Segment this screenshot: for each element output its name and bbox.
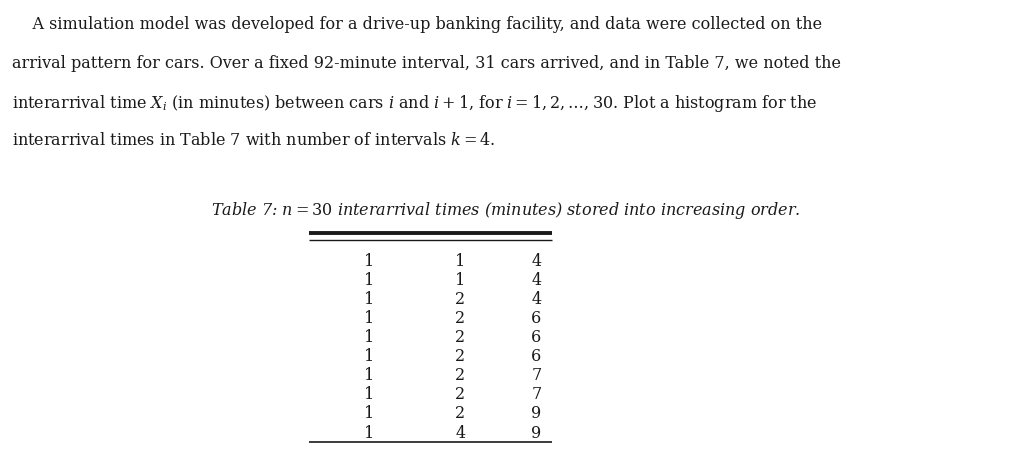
Text: 1: 1 <box>364 425 374 441</box>
Text: Table 7: $n = 30$ interarrival times (minutes) stored into increasing order.: Table 7: $n = 30$ interarrival times (mi… <box>211 200 800 221</box>
Text: 1: 1 <box>364 405 374 422</box>
Text: 1: 1 <box>364 253 374 269</box>
Text: 1: 1 <box>364 348 374 365</box>
Text: 4: 4 <box>531 253 541 269</box>
Text: 7: 7 <box>531 367 541 384</box>
Text: 9: 9 <box>531 405 541 422</box>
Text: 1: 1 <box>364 386 374 403</box>
Text: 2: 2 <box>455 329 465 346</box>
Text: 2: 2 <box>455 405 465 422</box>
Text: 4: 4 <box>455 425 465 441</box>
Text: 6: 6 <box>531 310 541 327</box>
Text: 1: 1 <box>455 272 465 288</box>
Text: 1: 1 <box>364 329 374 346</box>
Text: 6: 6 <box>531 348 541 365</box>
Text: 1: 1 <box>455 253 465 269</box>
Text: 1: 1 <box>364 272 374 288</box>
Text: 2: 2 <box>455 386 465 403</box>
Text: 4: 4 <box>531 291 541 308</box>
Text: arrival pattern for cars. Over a fixed 92-minute interval, 31 cars arrived, and : arrival pattern for cars. Over a fixed 9… <box>12 55 840 71</box>
Text: 2: 2 <box>455 367 465 384</box>
Text: 1: 1 <box>364 367 374 384</box>
Text: 1: 1 <box>364 291 374 308</box>
Text: 6: 6 <box>531 329 541 346</box>
Text: 4: 4 <box>531 272 541 288</box>
Text: interarrival times in Table 7 with number of intervals $k = 4$.: interarrival times in Table 7 with numbe… <box>12 132 495 149</box>
Text: 2: 2 <box>455 291 465 308</box>
Text: A simulation model was developed for a drive-up banking facility, and data were : A simulation model was developed for a d… <box>12 16 822 33</box>
Text: 2: 2 <box>455 310 465 327</box>
Text: 9: 9 <box>531 425 541 441</box>
Text: 1: 1 <box>364 310 374 327</box>
Text: interarrival time $X_i$ (in minutes) between cars $i$ and $i + 1$, for $i = 1, 2: interarrival time $X_i$ (in minutes) bet… <box>12 93 817 114</box>
Text: 7: 7 <box>531 386 541 403</box>
Text: 2: 2 <box>455 348 465 365</box>
